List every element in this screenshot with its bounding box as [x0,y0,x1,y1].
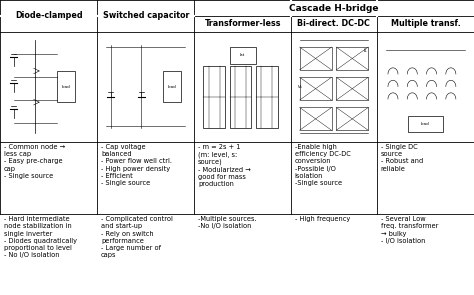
Text: load: load [168,85,176,88]
Text: - Several Low
freq. transformer
→ bulky
- I/O isolation: - Several Low freq. transformer → bulky … [381,216,438,244]
Text: load: load [62,85,71,88]
Text: $I_L$: $I_L$ [363,46,368,55]
Text: lat: lat [240,53,246,57]
Text: Multiple transf.: Multiple transf. [391,19,460,28]
Bar [300,77,332,100]
Text: - Single DC
source
- Robust and
reliable: - Single DC source - Robust and reliable [381,144,423,172]
Text: -Multiple sources.
-No I/O isolation: -Multiple sources. -No I/O isolation [198,216,257,230]
Text: - Common node →
less cap
- Easy pre-charge
cap
- Single source: - Common node → less cap - Easy pre-char… [4,144,65,179]
Bar [408,116,443,132]
Bar [336,47,368,70]
Bar [203,66,225,128]
Bar [163,71,181,102]
Text: - m = 2s + 1
(m: level, s:
source)
- Modularized →
good for mass
production: - m = 2s + 1 (m: level, s: source) - Mod… [198,144,251,187]
Text: Cascade H-bridge: Cascade H-bridge [290,4,379,13]
Text: - Complicated control
and start-up
- Rely on switch
performance
- Large number o: - Complicated control and start-up - Rel… [101,216,173,258]
Bar [57,71,75,102]
Text: - High frequency: - High frequency [295,216,350,222]
Bar [300,107,332,130]
Bar [229,66,251,128]
Text: Transformer-less: Transformer-less [204,19,281,28]
Bar [336,77,368,100]
Bar [229,47,256,64]
Text: - Cap voltage
balanced
- Power flow well ctrl.
- High power density
- Efficient
: - Cap voltage balanced - Power flow well… [101,144,172,186]
Text: Bi-direct. DC-DC: Bi-direct. DC-DC [298,19,370,28]
Text: $v_s$: $v_s$ [297,83,303,91]
Bar [300,47,332,70]
Text: - Hard intermediate
node stabilization in
single inverter
- Diodes quadratically: - Hard intermediate node stabilization i… [4,216,77,258]
Text: load: load [421,122,430,126]
Text: Diode-clamped: Diode-clamped [15,11,82,20]
Text: -Enable high
efficiency DC-DC
conversion
-Possible I/O
isolation
-Single source: -Enable high efficiency DC-DC conversion… [295,144,351,186]
Bar [256,66,278,128]
Bar [336,107,368,130]
Text: Switched capacitor: Switched capacitor [102,11,189,20]
